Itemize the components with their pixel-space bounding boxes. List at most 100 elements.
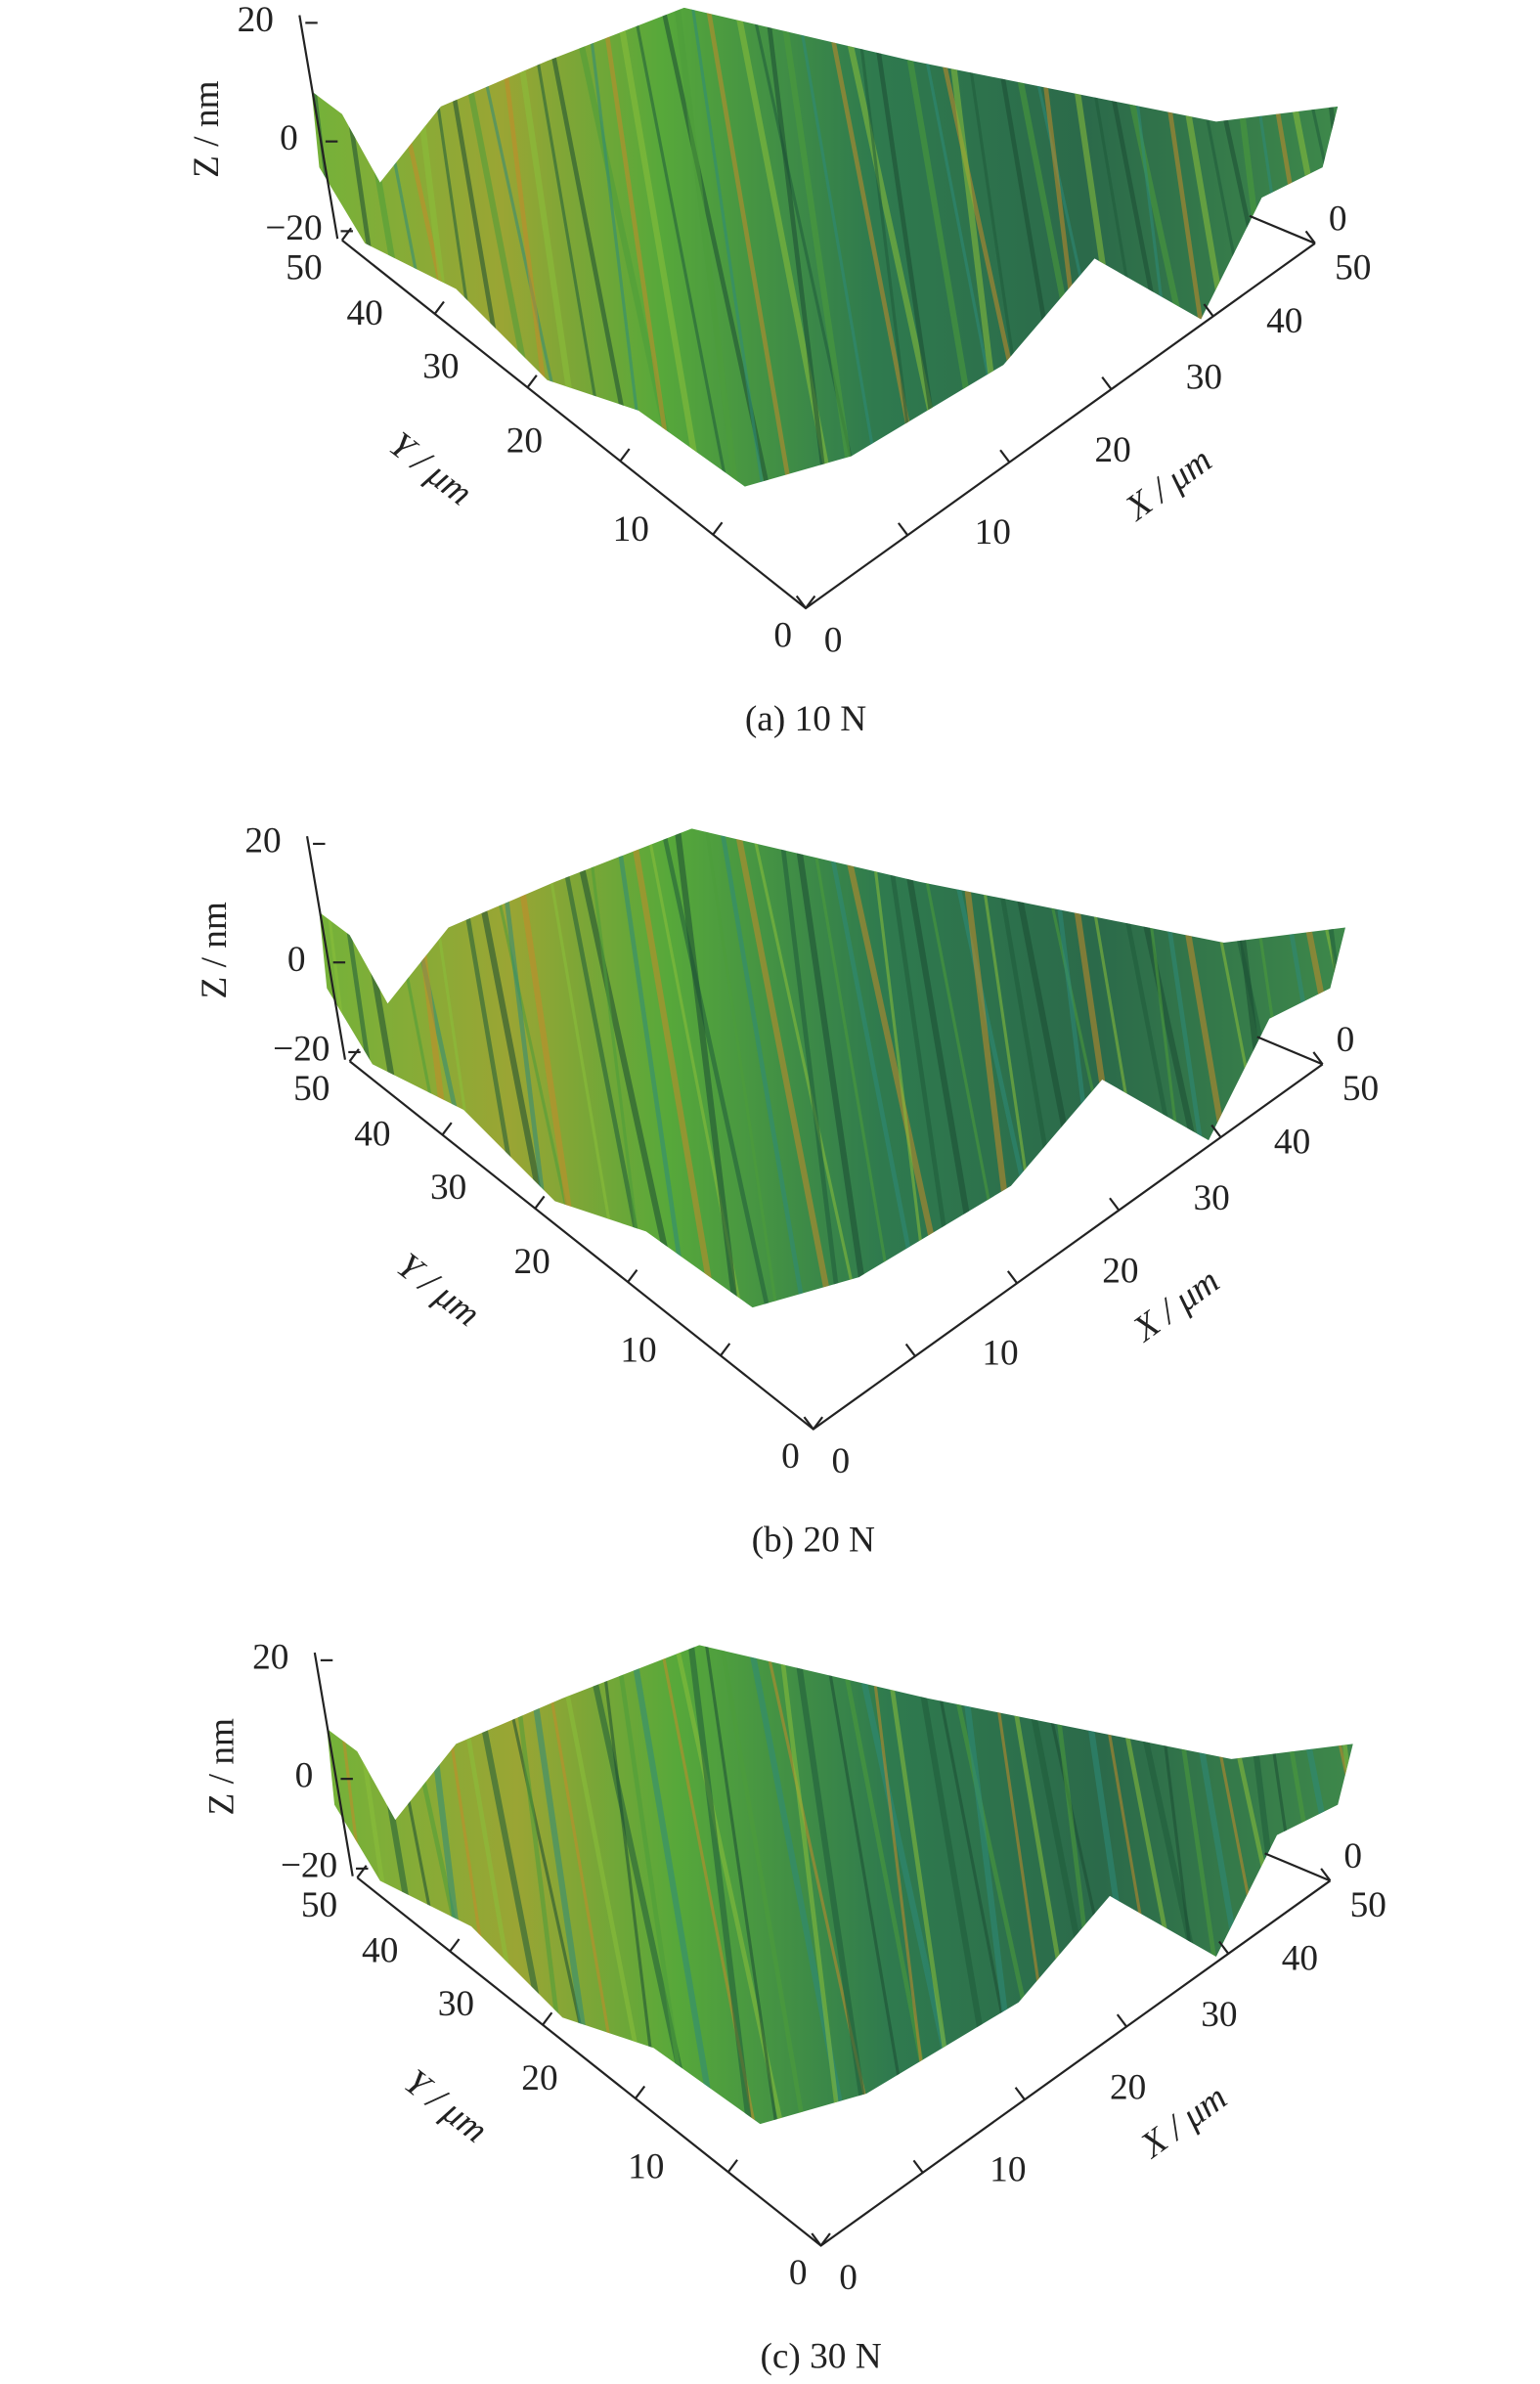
- x-axis-label: X / μm: [1132, 2077, 1235, 2167]
- corner-tick-label: 0: [1343, 1836, 1362, 1876]
- y-tick-mark: [441, 1122, 453, 1136]
- surface-stripe: [867, 828, 933, 1308]
- x-tick-mark: [1312, 1051, 1324, 1066]
- x-tick-mark: [1006, 1270, 1019, 1284]
- x-tick-label: 50: [1350, 1885, 1386, 1925]
- y-tick-label: 30: [422, 346, 459, 386]
- surface-stripe: [764, 7, 830, 487]
- surface-stripe: [686, 1645, 755, 2125]
- surface: [319, 821, 1475, 1323]
- x-tick-mark: [999, 449, 1011, 464]
- y-tick-label: 20: [506, 421, 543, 462]
- y-tick-label: 10: [628, 2146, 664, 2186]
- y-tick-mark: [712, 521, 724, 536]
- x-tick-mark: [1014, 2087, 1026, 2100]
- x-tick-mark: [811, 2232, 822, 2247]
- x-tick-label: 0: [839, 2258, 858, 2298]
- x-tick-label: 10: [990, 2149, 1026, 2189]
- z-tick-label: 0: [287, 940, 306, 980]
- y-tick-label: 20: [514, 1242, 550, 1282]
- x-tick-mark: [803, 1416, 814, 1431]
- y-tick-mark: [805, 595, 816, 609]
- surface: [327, 1638, 1516, 2140]
- y-axis-label: Y / μm: [397, 2062, 495, 2151]
- y-tick-label: 30: [438, 1984, 474, 2024]
- z-tick-label: 20: [252, 1637, 288, 1677]
- x-tick-label: 40: [1282, 1938, 1318, 1978]
- x-tick-label: 40: [1266, 301, 1302, 341]
- surface-stripe: [718, 828, 809, 1308]
- y-axis-label: Y / μm: [389, 1246, 487, 1335]
- x-tick-mark: [1203, 303, 1214, 318]
- z-axis-label: Z / nm: [202, 1718, 242, 1815]
- surface-stripe: [777, 828, 844, 1308]
- surface-stripe: [614, 7, 706, 487]
- surface-stripe: [1242, 828, 1318, 1308]
- x-tick-mark: [904, 1343, 916, 1357]
- surface-stripe: [703, 828, 780, 1308]
- y-axis-label: Y / μm: [381, 424, 479, 513]
- base-axes: [356, 1876, 1332, 2247]
- x-tick-mark: [1109, 1197, 1121, 1212]
- x-tick-mark: [1320, 1868, 1332, 1881]
- x-axis-label: X / μm: [1124, 1261, 1227, 1351]
- z-axis-label: Z / nm: [195, 902, 235, 998]
- surface-stripe: [1270, 1645, 1353, 2125]
- z-axis: [313, 1652, 354, 1876]
- surface-stripe: [822, 828, 926, 1308]
- surface-stripe: [599, 7, 678, 487]
- y-tick-mark: [812, 1416, 824, 1431]
- surface: [311, 0, 1502, 502]
- surface-stripe: [1392, 0, 1502, 502]
- x-tick-mark: [795, 595, 807, 609]
- z-axis: [298, 15, 339, 240]
- z-tick-label: 20: [244, 821, 281, 861]
- corner-tick-label: 0: [1337, 1020, 1355, 1060]
- x-tick-label: 10: [982, 1333, 1018, 1373]
- y-tick-mark: [348, 1048, 360, 1062]
- caption: (c) 30 N: [760, 2337, 881, 2377]
- y-tick-mark: [526, 375, 538, 388]
- y-tick-label: 40: [354, 1115, 390, 1155]
- y-tick-label: 30: [430, 1168, 466, 1208]
- caption: (b) 20 N: [752, 1521, 875, 1561]
- surface-stripe: [867, 1645, 933, 2125]
- x-tick-label: 10: [975, 512, 1011, 552]
- surface-stripe: [718, 1645, 809, 2125]
- y-tick-mark: [356, 1865, 368, 1878]
- x-tick-label: 20: [1102, 1252, 1138, 1292]
- y-tick-label: 10: [613, 509, 649, 550]
- x-axis-label: X / μm: [1117, 440, 1219, 530]
- y-tick-label: 50: [286, 247, 322, 287]
- caption: (a) 10 N: [745, 699, 866, 739]
- x-tick-label: 50: [1342, 1069, 1379, 1109]
- z-tick-label: −20: [281, 1845, 337, 1885]
- z-tick-label: 0: [280, 118, 298, 158]
- y-tick-mark: [542, 2011, 553, 2026]
- y-tick-label: 0: [773, 616, 792, 656]
- y-tick-mark: [433, 300, 445, 315]
- z-tick-label: 20: [238, 0, 274, 40]
- surface-stripe: [792, 828, 871, 1308]
- surface-stripe: [1406, 1638, 1516, 2140]
- y-tick-mark: [627, 1268, 638, 1283]
- surface-stripe: [631, 7, 731, 487]
- surface-stripe: [659, 828, 773, 1308]
- x-tick-mark: [912, 2159, 924, 2174]
- surface-stripe: [1378, 1638, 1475, 2140]
- surface-stripe: [732, 828, 837, 1308]
- surface-stripe: [613, 828, 691, 1308]
- x-tick-mark: [1116, 2013, 1127, 2028]
- y-tick-label: 20: [521, 2058, 557, 2098]
- z-tick-label: 0: [295, 1756, 314, 1796]
- back-edge: [1264, 1852, 1331, 1882]
- y-tick-mark: [619, 448, 631, 463]
- y-tick-mark: [635, 2085, 646, 2099]
- x-tick-label: 50: [1335, 247, 1371, 287]
- surface-stripe: [1378, 821, 1475, 1323]
- x-tick-label: 30: [1186, 357, 1222, 397]
- surface-stripe: [613, 1645, 691, 2125]
